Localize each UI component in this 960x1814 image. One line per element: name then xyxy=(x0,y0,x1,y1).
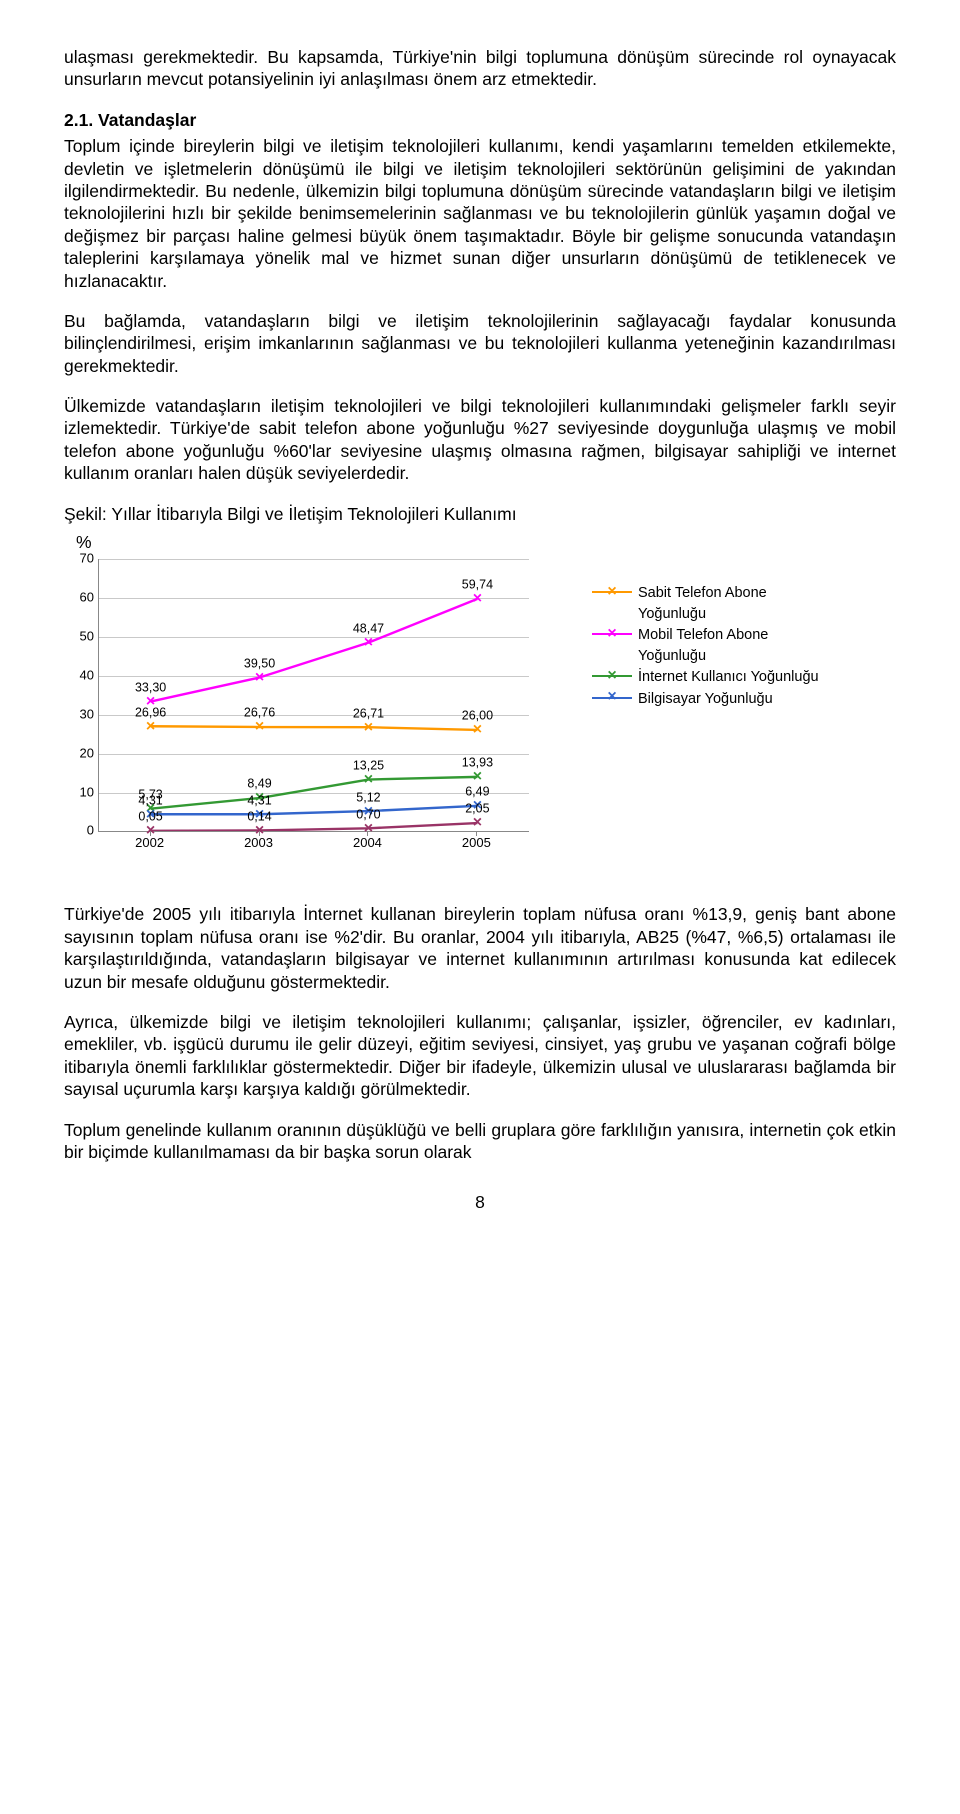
paragraph: Ülkemizde vatandaşların iletişim teknolo… xyxy=(64,395,896,485)
legend-item: × İnternet Kullanıcı Yoğunluğu xyxy=(592,667,838,688)
y-tick-label: 0 xyxy=(64,823,94,840)
chart-value-label: 33,30 xyxy=(135,680,166,696)
y-tick-label: 20 xyxy=(64,745,94,762)
legend-label: İnternet Kullanıcı Yoğunluğu xyxy=(638,667,819,688)
y-tick-label: 50 xyxy=(64,629,94,646)
legend-item: × Bilgisayar Yoğunluğu xyxy=(592,689,838,710)
chart-marker: × xyxy=(255,719,264,735)
section-heading: 2.1. Vatandaşlar xyxy=(64,109,896,131)
legend-swatch: × xyxy=(592,689,632,705)
y-tick-label: 10 xyxy=(64,784,94,801)
x-tick-label: 2004 xyxy=(353,835,382,852)
chart-value-label: 8,49 xyxy=(247,776,271,792)
chart-value-label: 26,76 xyxy=(244,705,275,721)
legend-item: × Sabit Telefon Abone Yoğunluğu xyxy=(592,583,838,625)
legend-swatch: × xyxy=(592,667,632,683)
chart-marker: × xyxy=(255,670,264,686)
y-tick-label: 70 xyxy=(64,551,94,568)
chart-value-label: 0,70 xyxy=(356,806,380,822)
y-tick-label: 30 xyxy=(64,707,94,724)
chart-value-label: 26,00 xyxy=(462,708,493,724)
chart-value-label: 39,50 xyxy=(244,656,275,672)
x-tick-label: 2002 xyxy=(135,835,164,852)
y-axis-unit: % xyxy=(76,531,896,553)
page-number: 8 xyxy=(64,1191,896,1213)
legend-label: Mobil Telefon Abone Yoğunluğu xyxy=(638,625,838,667)
chart-marker: × xyxy=(146,719,155,735)
figure-caption: Şekil: Yıllar İtibarıyla Bilgi ve İletiş… xyxy=(64,503,896,525)
chart-value-label: 6,49 xyxy=(465,784,489,800)
chart-value-label: 26,71 xyxy=(353,705,384,721)
chart-marker: × xyxy=(473,722,482,738)
chart-marker: × xyxy=(364,635,373,651)
chart-value-label: 4,31 xyxy=(247,792,271,808)
paragraph: Toplum içinde bireylerin bilgi ve iletiş… xyxy=(64,135,896,292)
chart-marker: × xyxy=(473,815,482,831)
y-tick-label: 60 xyxy=(64,590,94,607)
chart-marker: × xyxy=(146,694,155,710)
chart-value-label: 13,93 xyxy=(462,755,493,771)
chart-value-label: 48,47 xyxy=(353,621,384,637)
x-tick-label: 2003 xyxy=(244,835,273,852)
legend-label: Bilgisayar Yoğunluğu xyxy=(638,689,773,710)
y-tick-label: 40 xyxy=(64,668,94,685)
legend-item: × Mobil Telefon Abone Yoğunluğu xyxy=(592,625,838,667)
paragraph: Türkiye'de 2005 yılı itibarıyla İnternet… xyxy=(64,903,896,993)
legend-label: Sabit Telefon Abone Yoğunluğu xyxy=(638,583,838,625)
chart-value-label: 4,31 xyxy=(138,792,162,808)
chart-container: ×26,96×26,76×26,71×26,00×33,30×39,50×48,… xyxy=(64,553,896,863)
chart-value-label: 2,05 xyxy=(465,801,489,817)
chart-marker: × xyxy=(364,720,373,736)
chart-value-label: 5,12 xyxy=(356,789,380,805)
chart-value-label: 0,14 xyxy=(247,808,271,824)
chart-value-label: 59,74 xyxy=(462,577,493,593)
legend-swatch: × xyxy=(592,625,632,641)
chart-value-label: 0,05 xyxy=(138,809,162,825)
paragraph: ulaşması gerekmektedir. Bu kapsamda, Tür… xyxy=(64,46,896,91)
paragraph: Bu bağlamda, vatandaşların bilgi ve ilet… xyxy=(64,310,896,377)
x-tick-label: 2005 xyxy=(462,835,491,852)
chart-plot-area: ×26,96×26,76×26,71×26,00×33,30×39,50×48,… xyxy=(64,553,564,863)
chart-legend: × Sabit Telefon Abone Yoğunluğu × Mobil Tel… xyxy=(592,583,838,709)
chart-marker: × xyxy=(473,591,482,607)
paragraph: Toplum genelinde kullanım oranının düşük… xyxy=(64,1119,896,1164)
chart-marker: × xyxy=(364,772,373,788)
paragraph: Ayrıca, ülkemizde bilgi ve iletişim tekn… xyxy=(64,1011,896,1101)
legend-swatch: × xyxy=(592,583,632,599)
chart-value-label: 13,25 xyxy=(353,758,384,774)
